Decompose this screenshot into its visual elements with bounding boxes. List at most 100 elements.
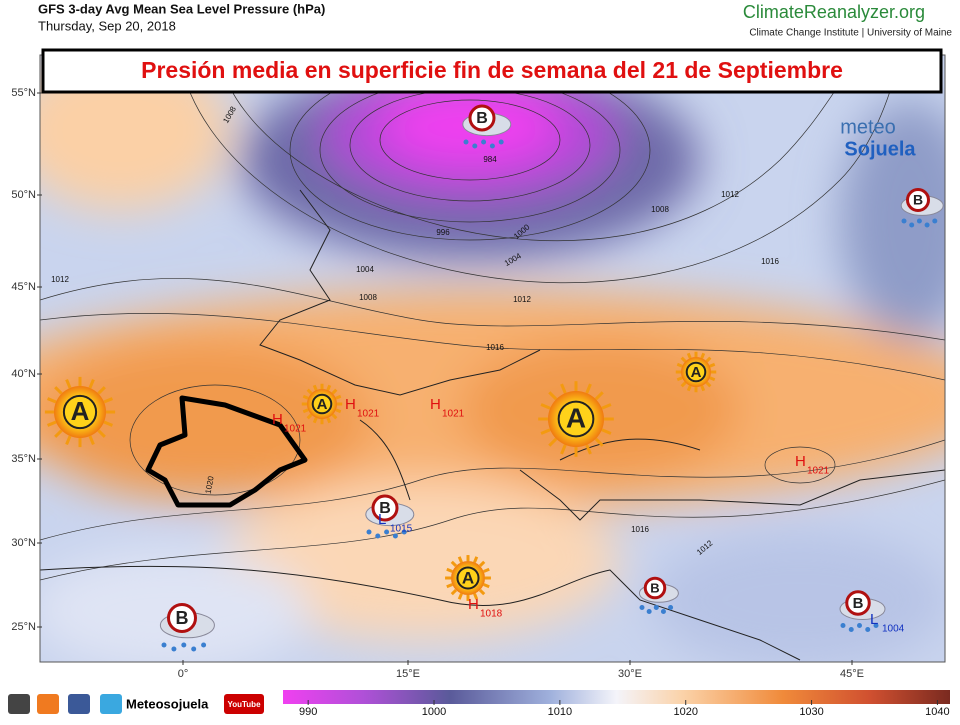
rain-drop [639, 605, 645, 610]
lat-label: 50°N [11, 189, 36, 201]
rain-drop [653, 605, 659, 610]
lon-label: 30°E [618, 668, 642, 680]
sun-ray [46, 397, 57, 404]
center-value: 1015 [390, 524, 413, 535]
symbol-ring [62, 394, 98, 430]
pressure-symbol: B [638, 576, 679, 614]
rain-drop [901, 218, 907, 224]
sun-ray [331, 388, 338, 395]
colorbar-label: 1010 [548, 706, 572, 718]
pressure-symbol: B [365, 494, 415, 539]
rain-drop [181, 642, 187, 648]
sun-ray [46, 420, 57, 427]
sun-ray [676, 362, 683, 368]
center-value: 1021 [807, 466, 830, 477]
colorbar-label: 1000 [422, 706, 446, 718]
sun-ray [601, 428, 612, 435]
isobar-label: 1016 [486, 343, 504, 352]
isobar-label: 1004 [356, 265, 374, 274]
watermark-top: meteo [840, 116, 896, 138]
sun-ray [601, 403, 612, 410]
isobar-label: 1012 [513, 295, 531, 304]
symbol-letter: A [691, 364, 702, 381]
social-icons [8, 694, 264, 714]
rain-drop [909, 222, 915, 228]
rain-drop [916, 218, 922, 224]
sun-ray [450, 588, 458, 596]
sun-ray [705, 356, 712, 363]
rain-drop [924, 222, 930, 228]
brand-name: ClimateReanalyzer.org [743, 2, 925, 22]
lat-label: 45°N [11, 281, 36, 293]
sun-ray [326, 384, 332, 391]
sun-ray [97, 429, 106, 438]
rain-drop [191, 646, 197, 652]
symbol-letter: B [650, 580, 659, 595]
pressure-symbol: A [44, 376, 116, 448]
iberia-outline [145, 395, 308, 508]
rain-drop [489, 143, 495, 149]
sun-ray [560, 444, 567, 455]
isobar-label: 1008 [359, 293, 377, 302]
pressure-symbol: B [159, 603, 215, 652]
rain-drop [668, 605, 674, 610]
sun-ray [306, 413, 313, 420]
sun-ray [680, 356, 687, 363]
sun-ray [54, 386, 63, 395]
pressure-symbol: B [900, 188, 944, 228]
footer-video: YouTube [227, 700, 261, 709]
sun-ray [302, 408, 309, 414]
symbol-ring [167, 603, 197, 633]
sun-ray [548, 391, 558, 401]
isobar-label: 984 [483, 155, 497, 164]
lon-label: 15°E [396, 668, 420, 680]
pressure-symbol: A [301, 383, 343, 425]
rain-drop [646, 609, 652, 614]
sun-ray [540, 428, 551, 435]
rain-drop [201, 642, 207, 648]
sun-ray [88, 435, 95, 446]
sun [54, 386, 106, 438]
rain-drop [375, 533, 381, 539]
symbol-ring [468, 104, 496, 132]
center-letter: H [795, 453, 806, 470]
pressure-symbol: B [839, 590, 886, 632]
colorbar-label: 1030 [799, 706, 823, 718]
center-value: 1018 [480, 609, 503, 620]
pressure-symbol: B [462, 104, 512, 149]
rain-drop [481, 139, 487, 145]
rain-drop [463, 139, 469, 145]
symbol-letter: B [379, 500, 391, 517]
lat-label: 55°N [11, 87, 36, 99]
footer-handle: Meteosojuela [126, 696, 209, 711]
rain-drop [857, 623, 862, 628]
pressure-symbol: A [445, 555, 491, 601]
colorbar [283, 690, 950, 704]
center-letter: L [378, 511, 386, 528]
colorbar-label: 1040 [925, 706, 949, 718]
sun-ray [705, 381, 712, 388]
center-letter: H [430, 396, 441, 413]
rain-drop [498, 139, 504, 145]
sun-ray [457, 593, 463, 600]
symbol-ring [371, 494, 399, 522]
sun-ray [312, 384, 318, 391]
rain-drop [384, 529, 390, 535]
center-letter: H [272, 411, 283, 428]
sun-ray [709, 376, 716, 382]
sun-ray [103, 420, 114, 427]
sun-ray [594, 437, 604, 447]
rain-drop [472, 143, 478, 149]
symbol-letter: B [913, 192, 923, 208]
sun [451, 561, 485, 595]
sun-ray [473, 556, 479, 563]
symbol-letter: B [476, 110, 488, 127]
header-date: Thursday, Sep 20, 2018 [38, 18, 176, 33]
rain-drop [171, 646, 177, 652]
symbol-letter: B [853, 595, 864, 612]
sun-ray [540, 403, 551, 410]
isobar-label: 1012 [721, 190, 739, 199]
sun-ray [680, 381, 687, 388]
rain-drop [848, 627, 854, 632]
lat-label: 30°N [11, 537, 36, 549]
